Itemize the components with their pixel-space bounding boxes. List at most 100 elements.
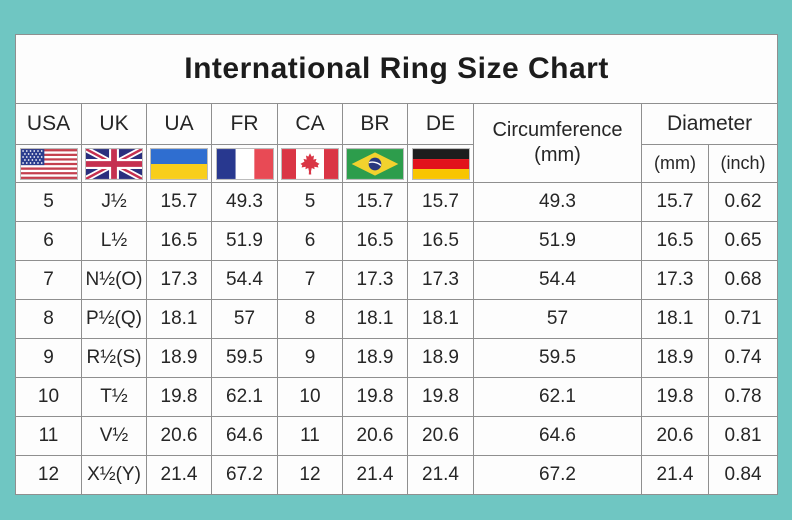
cell-diameter-mm: 18.1 xyxy=(641,299,709,339)
canada-flag-icon xyxy=(281,147,339,180)
germany-flag-icon xyxy=(411,147,470,180)
cell-de-size: 18.1 xyxy=(407,299,474,339)
cell-ua-size: 17.3 xyxy=(146,260,212,300)
cell-ca-size: 8 xyxy=(277,299,343,339)
cell-de-size: 15.7 xyxy=(407,182,474,222)
cell-fr-size: 67.2 xyxy=(211,455,278,495)
cell-diameter-inch: 0.62 xyxy=(707,182,779,222)
cell-circumference-mm: 51.9 xyxy=(473,221,642,261)
circumference-label: Circumference xyxy=(492,119,623,141)
cell-uk-size: J½ xyxy=(81,182,147,222)
cell-br-size: 15.7 xyxy=(342,182,408,222)
title-row: International Ring Size Chart xyxy=(14,34,779,104)
cell-de-size: 17.3 xyxy=(407,260,474,300)
cell-usa-size: 6 xyxy=(15,221,82,261)
cell-diameter-inch: 0.65 xyxy=(707,221,779,261)
brazil-flag-icon xyxy=(346,147,404,180)
cell-fr-size: 57 xyxy=(211,299,278,339)
cell-br-size: 18.1 xyxy=(342,299,408,339)
cell-fr-size: 59.5 xyxy=(211,338,278,378)
table-row: 6 L½ 16.5 51.9 6 16.5 16.5 51.9 16.5 0.6… xyxy=(15,221,779,261)
cell-ca-size: 5 xyxy=(277,182,343,222)
cell-usa-size: 7 xyxy=(15,260,82,300)
cell-diameter-mm: 18.9 xyxy=(641,338,709,378)
column-header-usa: USA xyxy=(15,103,82,145)
cell-usa-size: 12 xyxy=(15,455,82,495)
cell-uk-size: X½(Y) xyxy=(81,455,147,495)
cell-ua-size: 18.1 xyxy=(146,299,212,339)
cell-ua-size: 19.8 xyxy=(146,377,212,417)
cell-circumference-mm: 57 xyxy=(473,299,642,339)
cell-fr-size: 49.3 xyxy=(211,182,278,222)
cell-diameter-inch: 0.71 xyxy=(707,299,779,339)
cell-uk-size: N½(O) xyxy=(81,260,147,300)
france-flag-icon xyxy=(215,147,274,180)
cell-ca-size: 7 xyxy=(277,260,343,300)
canada-flag-cell xyxy=(277,144,343,183)
cell-de-size: 18.9 xyxy=(407,338,474,378)
cell-uk-size: L½ xyxy=(81,221,147,261)
cell-br-size: 18.9 xyxy=(342,338,408,378)
cell-br-size: 17.3 xyxy=(342,260,408,300)
cell-usa-size: 10 xyxy=(15,377,82,417)
column-header-circumference: Circumference (mm) xyxy=(473,103,642,183)
cell-diameter-mm: 20.6 xyxy=(641,416,709,456)
cell-ca-size: 10 xyxy=(277,377,343,417)
table-row: 7 N½(O) 17.3 54.4 7 17.3 17.3 54.4 17.3 … xyxy=(15,260,779,300)
cell-diameter-inch: 0.81 xyxy=(707,416,779,456)
cell-ca-size: 9 xyxy=(277,338,343,378)
cell-uk-size: R½(S) xyxy=(81,338,147,378)
cell-ua-size: 15.7 xyxy=(146,182,212,222)
ring-size-table: International Ring Size Chart USA UK UA … xyxy=(14,34,779,495)
cell-fr-size: 62.1 xyxy=(211,377,278,417)
cell-circumference-mm: 49.3 xyxy=(473,182,642,222)
column-header-row: USA UK UA FR CA BR DE Circumference (mm)… xyxy=(15,103,779,183)
cell-usa-size: 8 xyxy=(15,299,82,339)
column-header-diameter: Diameter xyxy=(640,103,779,145)
usa-flag-icon xyxy=(19,147,78,180)
brazil-flag-cell xyxy=(342,144,408,183)
table-row: 10 T½ 19.8 62.1 10 19.8 19.8 62.1 19.8 0… xyxy=(15,377,779,417)
cell-diameter-mm: 17.3 xyxy=(641,260,709,300)
cell-br-size: 19.8 xyxy=(342,377,408,417)
table-row: 8 P½(Q) 18.1 57 8 18.1 18.1 57 18.1 0.71 xyxy=(15,299,779,339)
ukraine-flag-icon xyxy=(150,147,208,180)
cell-uk-size: T½ xyxy=(81,377,147,417)
cell-fr-size: 54.4 xyxy=(211,260,278,300)
cell-ua-size: 20.6 xyxy=(146,416,212,456)
cell-diameter-mm: 19.8 xyxy=(641,377,709,417)
cell-circumference-mm: 67.2 xyxy=(473,455,642,495)
column-header-ca: CA xyxy=(277,103,343,145)
column-header-uk: UK xyxy=(81,103,147,145)
cell-ua-size: 18.9 xyxy=(146,338,212,378)
cell-circumference-mm: 54.4 xyxy=(473,260,642,300)
cell-usa-size: 11 xyxy=(15,416,82,456)
cell-de-size: 20.6 xyxy=(407,416,474,456)
cell-ua-size: 16.5 xyxy=(146,221,212,261)
ukraine-flag-cell xyxy=(146,144,212,183)
cell-uk-size: P½(Q) xyxy=(81,299,147,339)
cell-diameter-mm: 16.5 xyxy=(641,221,709,261)
column-header-br: BR xyxy=(342,103,408,145)
cell-circumference-mm: 62.1 xyxy=(473,377,642,417)
cell-diameter-mm: 21.4 xyxy=(641,455,709,495)
column-header-fr: FR xyxy=(211,103,278,145)
cell-circumference-mm: 59.5 xyxy=(473,338,642,378)
flag-row: (mm) (inch) xyxy=(15,144,779,183)
cell-diameter-inch: 0.68 xyxy=(707,260,779,300)
cell-de-size: 21.4 xyxy=(407,455,474,495)
cell-diameter-inch: 0.74 xyxy=(707,338,779,378)
column-header-diameter-mm: (mm) xyxy=(641,144,709,183)
cell-br-size: 20.6 xyxy=(342,416,408,456)
cell-diameter-inch: 0.84 xyxy=(707,455,779,495)
table-row: 12 X½(Y) 21.4 67.2 12 21.4 21.4 67.2 21.… xyxy=(15,455,779,495)
usa-flag-cell xyxy=(15,144,82,183)
uk-flag-cell xyxy=(81,144,147,183)
column-header-de: DE xyxy=(407,103,474,145)
uk-flag-icon xyxy=(85,147,143,180)
cell-ca-size: 12 xyxy=(277,455,343,495)
column-header-ua: UA xyxy=(146,103,212,145)
cell-circumference-mm: 64.6 xyxy=(473,416,642,456)
france-flag-cell xyxy=(211,144,278,183)
